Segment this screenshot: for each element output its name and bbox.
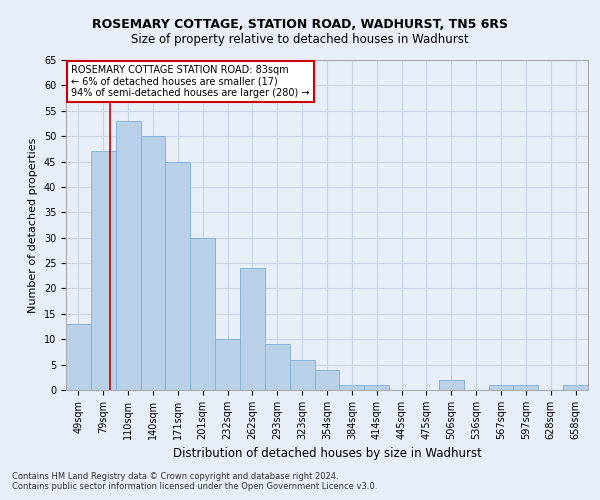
Bar [190, 238, 215, 390]
Bar [66, 324, 91, 390]
Bar [314, 370, 340, 390]
Bar [563, 385, 588, 390]
Text: Size of property relative to detached houses in Wadhurst: Size of property relative to detached ho… [131, 32, 469, 46]
Bar [240, 268, 265, 390]
Bar [166, 162, 190, 390]
Bar [91, 152, 116, 390]
X-axis label: Distribution of detached houses by size in Wadhurst: Distribution of detached houses by size … [173, 448, 481, 460]
Bar [215, 339, 240, 390]
Text: Contains HM Land Registry data © Crown copyright and database right 2024.: Contains HM Land Registry data © Crown c… [12, 472, 338, 481]
Bar [116, 121, 140, 390]
Y-axis label: Number of detached properties: Number of detached properties [28, 138, 38, 312]
Text: ROSEMARY COTTAGE, STATION ROAD, WADHURST, TN5 6RS: ROSEMARY COTTAGE, STATION ROAD, WADHURST… [92, 18, 508, 30]
Bar [364, 385, 389, 390]
Text: Contains public sector information licensed under the Open Government Licence v3: Contains public sector information licen… [12, 482, 377, 491]
Bar [514, 385, 538, 390]
Bar [439, 380, 464, 390]
Bar [488, 385, 514, 390]
Bar [340, 385, 364, 390]
Bar [265, 344, 290, 390]
Bar [140, 136, 166, 390]
Text: ROSEMARY COTTAGE STATION ROAD: 83sqm
← 6% of detached houses are smaller (17)
94: ROSEMARY COTTAGE STATION ROAD: 83sqm ← 6… [71, 65, 310, 98]
Bar [290, 360, 314, 390]
